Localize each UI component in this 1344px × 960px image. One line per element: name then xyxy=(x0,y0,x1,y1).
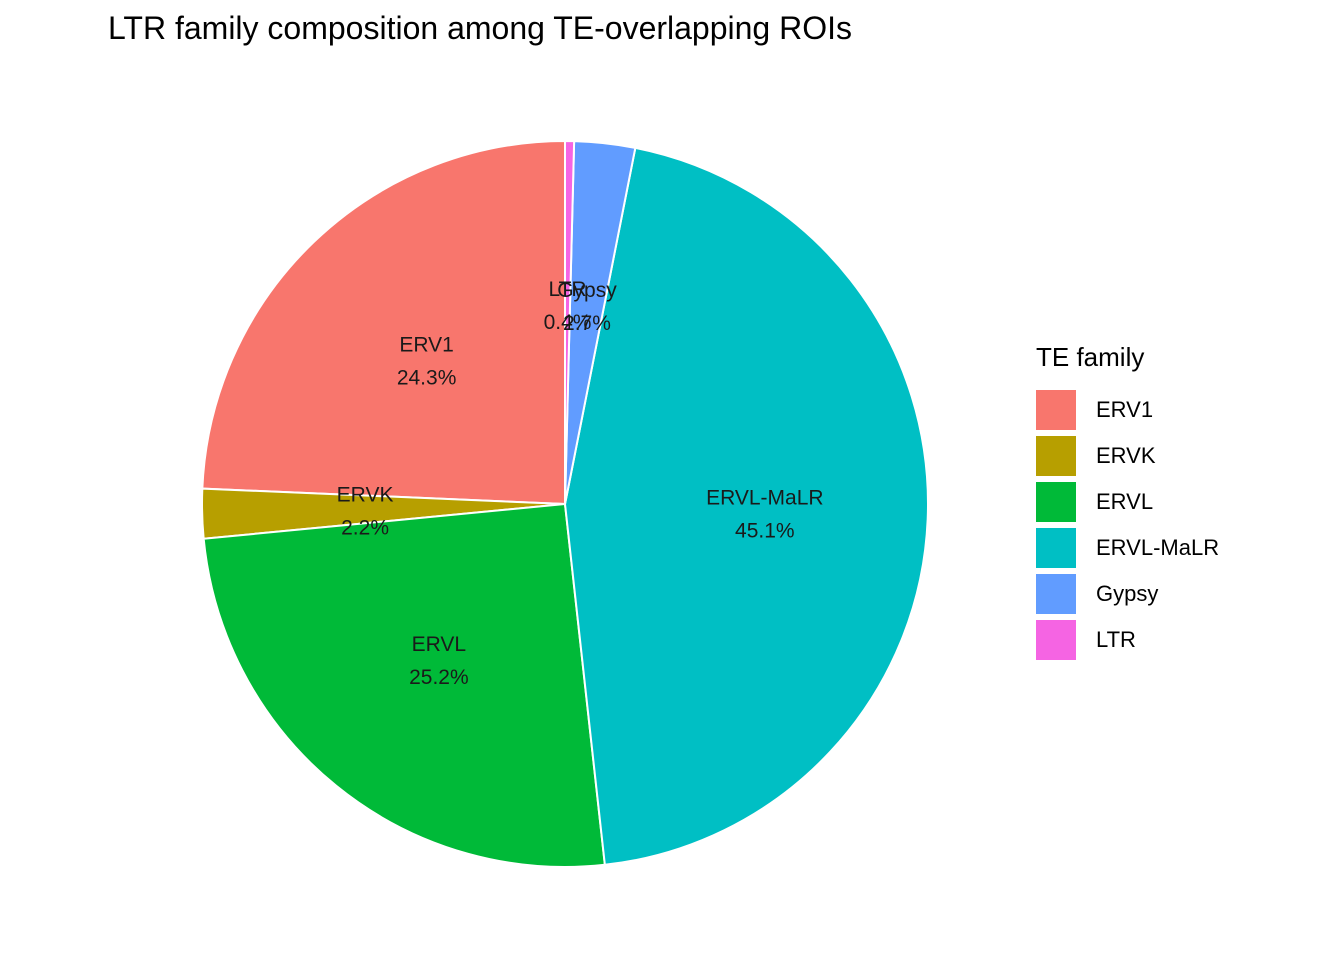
slice-percent-ltr: 0.4% xyxy=(544,311,592,334)
legend-label-ervl-malr: ERVL-MaLR xyxy=(1096,535,1220,560)
legend-key-ervk xyxy=(1036,436,1076,476)
legend-item-ervl: ERVL xyxy=(1036,479,1219,525)
slice-percent-ervl-malr: 45.1% xyxy=(735,519,795,542)
pie-slices xyxy=(201,139,929,868)
legend-key-ltr xyxy=(1036,620,1076,660)
slice-label-erv1: ERV1 xyxy=(399,334,453,357)
slice-label-ervk: ERVK xyxy=(337,483,394,506)
chart-title: LTR family composition among TE-overlapp… xyxy=(108,10,852,46)
legend-label-ervl: ERVL xyxy=(1096,489,1154,514)
slice-label-ltr: LTR xyxy=(548,278,586,301)
legend-label-erv1: ERV1 xyxy=(1096,397,1154,422)
legend-item-ervk: ERVK xyxy=(1036,433,1219,479)
slice-label-ervl: ERVL xyxy=(412,633,466,656)
legend-label-ervk: ERVK xyxy=(1096,443,1156,468)
legend-key-gypsy xyxy=(1036,574,1076,614)
legend-key-erv1 xyxy=(1036,390,1076,430)
legend-key-ervl xyxy=(1036,482,1076,522)
slice-ervl-malr xyxy=(563,146,929,866)
legend-title: TE family xyxy=(1036,342,1145,372)
slice-percent-ervk: 2.2% xyxy=(341,516,389,539)
slice-ervl xyxy=(202,502,606,868)
legend-item-erv1: ERV1 xyxy=(1036,387,1219,433)
legend-item-ervl-malr: ERVL-MaLR xyxy=(1036,525,1219,571)
pie-labels: ERV1 24.3% ERVK 2.2% ERVL 25.2% ERVL-MaLR 45.1%… xyxy=(337,278,824,689)
legend-item-gypsy: Gypsy xyxy=(1036,571,1219,617)
legend-items: ERV1 ERVK ERVL ERVL-MaLR Gypsy LTR xyxy=(1036,387,1219,663)
slice-erv1 xyxy=(201,139,566,506)
legend: TE family ERV1 ERVK ERVL ERVL-MaLR Gypsy LTR xyxy=(1036,342,1219,663)
slice-label-gypsy: Gypsy xyxy=(557,279,617,302)
legend-label-gypsy: Gypsy xyxy=(1096,581,1159,606)
legend-item-ltr: LTR xyxy=(1036,617,1219,663)
slice-ltr xyxy=(564,139,576,505)
slice-label-ervl-malr: ERVL-MaLR xyxy=(706,486,824,509)
legend-key-ervl-malr xyxy=(1036,528,1076,568)
legend-label-ltr: LTR xyxy=(1096,627,1136,652)
slice-percent-ervl: 25.2% xyxy=(409,666,469,689)
slice-percent-erv1: 24.3% xyxy=(397,367,457,390)
slice-percent-gypsy: 2.7% xyxy=(563,312,611,335)
